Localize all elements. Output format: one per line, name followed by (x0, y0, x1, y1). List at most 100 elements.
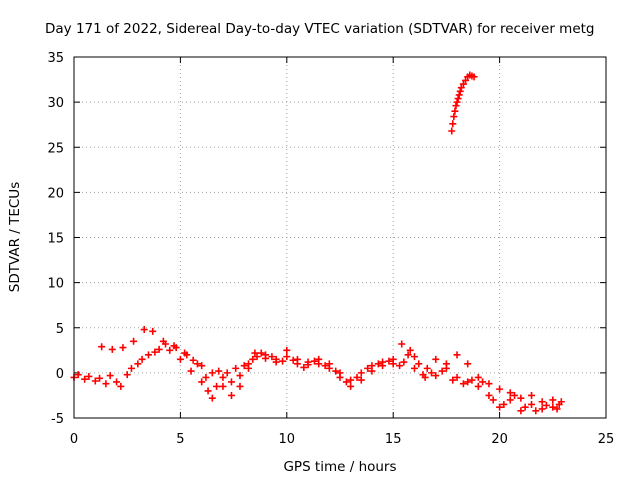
data-point (347, 376, 355, 384)
data-point (517, 394, 525, 402)
data-point (432, 355, 440, 363)
data-point (140, 326, 148, 334)
series-main-band-extra (74, 340, 561, 415)
data-point (485, 380, 493, 388)
x-tick-label: 25 (598, 432, 615, 447)
data-point (442, 360, 450, 368)
data-point (144, 351, 152, 359)
data-point (300, 363, 308, 371)
data-point (462, 76, 470, 84)
data-point (219, 373, 227, 381)
data-point (374, 360, 382, 368)
data-point (419, 371, 427, 379)
data-point (283, 346, 291, 354)
data-points (70, 71, 565, 415)
data-point (272, 355, 280, 363)
data-point (240, 362, 248, 370)
data-point (283, 353, 291, 361)
data-point (253, 353, 261, 361)
x-tick-label: 0 (70, 432, 78, 447)
data-point (368, 362, 376, 370)
data-point (396, 362, 404, 370)
data-point (457, 84, 465, 92)
data-point (464, 378, 472, 386)
axis-ticks: 0 5 10 15 20 25 -5 0 5 10 15 20 25 30 35 (47, 51, 614, 447)
data-point (219, 382, 227, 390)
y-axis-label: SDTVAR / TECUs (7, 182, 23, 292)
data-point (449, 376, 457, 384)
data-point (189, 356, 197, 364)
data-point (187, 367, 195, 375)
data-point (506, 389, 514, 397)
data-point (202, 373, 210, 381)
data-point (138, 355, 146, 363)
data-point (236, 372, 244, 380)
data-point (398, 340, 406, 348)
data-point (155, 345, 163, 353)
data-point (485, 391, 493, 399)
data-point (262, 351, 270, 359)
data-point (85, 372, 93, 380)
data-point (389, 355, 397, 363)
data-point (357, 376, 365, 384)
data-point (432, 372, 440, 380)
data-point (213, 382, 221, 390)
x-axis-label: GPS time / hours (283, 459, 396, 475)
data-point (532, 407, 540, 415)
data-point (406, 346, 414, 354)
data-point (151, 348, 159, 356)
x-tick-label: 10 (279, 432, 296, 447)
y-tick-label: 0 (56, 367, 64, 382)
plot-frame (73, 56, 607, 419)
data-point (549, 403, 557, 411)
series-outlier-arc (448, 71, 478, 135)
data-point (123, 371, 131, 379)
data-point (102, 380, 110, 388)
data-point (223, 369, 231, 377)
data-point (74, 371, 82, 379)
data-point (325, 360, 333, 368)
data-point (464, 360, 472, 368)
y-tick-label: 25 (47, 141, 64, 156)
data-point (208, 394, 216, 402)
data-point (496, 403, 504, 411)
y-tick-label: 30 (47, 96, 64, 111)
data-point (332, 367, 340, 375)
y-tick-label: 35 (47, 51, 64, 66)
data-point (448, 127, 456, 135)
data-point (428, 369, 436, 377)
grid (74, 57, 606, 418)
data-point (423, 364, 431, 372)
data-point (500, 400, 508, 408)
data-point (347, 382, 355, 390)
data-point (379, 358, 387, 366)
data-point (289, 356, 297, 364)
data-point (106, 372, 114, 380)
data-point (438, 367, 446, 375)
data-point (193, 360, 201, 368)
data-point (385, 357, 393, 365)
data-point (236, 382, 244, 390)
data-point (183, 351, 191, 359)
data-point (134, 360, 142, 368)
data-point (453, 351, 461, 359)
data-point (451, 107, 459, 115)
data-point (279, 357, 287, 365)
data-point (244, 364, 252, 372)
series-main-band-lower (70, 345, 565, 415)
data-point (251, 349, 259, 357)
data-point (208, 369, 216, 377)
data-point (400, 358, 408, 366)
data-point (468, 376, 476, 384)
data-point (117, 382, 125, 390)
data-point (149, 327, 157, 335)
data-point (453, 373, 461, 381)
data-point (321, 362, 329, 370)
data-point (176, 355, 184, 363)
data-point (528, 400, 536, 408)
data-point (455, 91, 463, 99)
data-point (538, 398, 546, 406)
data-point (470, 73, 478, 81)
data-point (521, 403, 529, 411)
